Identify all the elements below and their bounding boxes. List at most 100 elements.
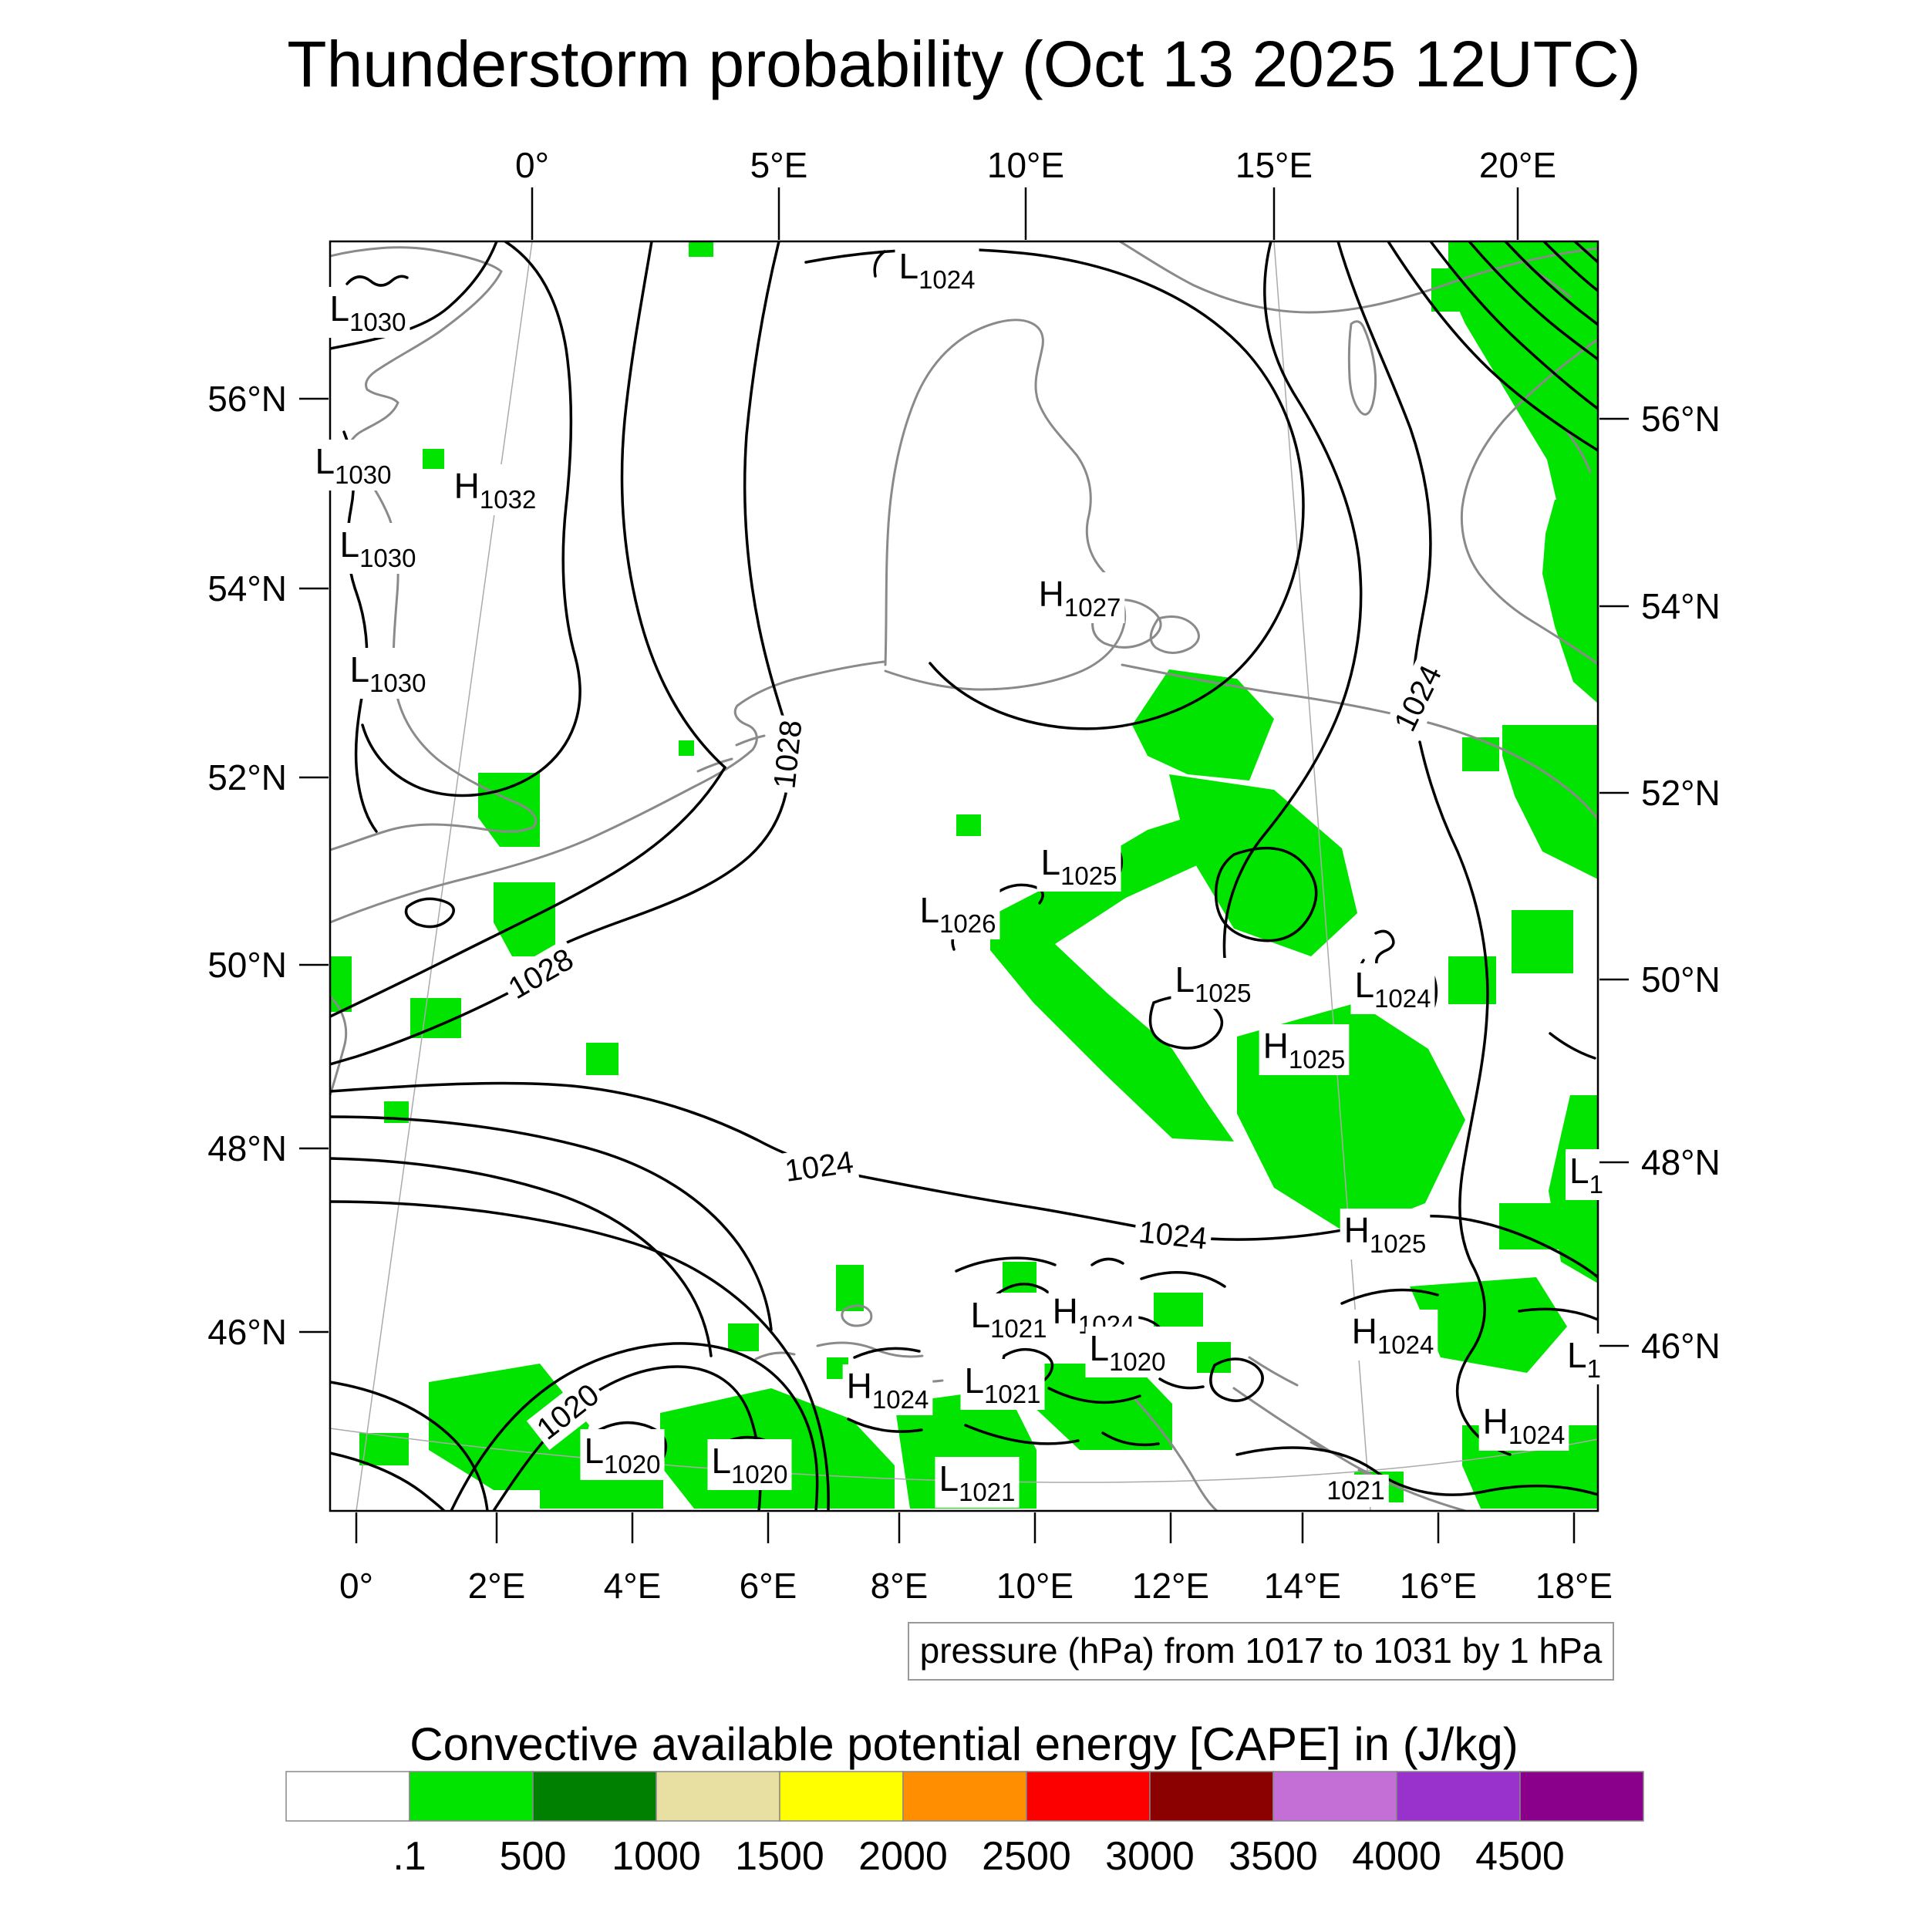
pressure-center-label: L1025: [1036, 841, 1121, 892]
svg-text:L1: L1: [1567, 1335, 1601, 1383]
svg-text:L1030: L1030: [349, 649, 426, 697]
colorbar-swatch: [1396, 1771, 1521, 1822]
colorbar-tick-label: 3500: [1229, 1834, 1318, 1879]
isobar-contour: [1340, 1288, 1439, 1305]
cape-area-patch: [1410, 1277, 1567, 1373]
axis-label-top: 10°E: [987, 145, 1064, 185]
pressure-contour-layer: [330, 241, 1598, 1511]
pressure-center-label: L1: [1563, 1334, 1605, 1384]
colorbar-tick-label: 4500: [1475, 1834, 1565, 1879]
axis-label-bottom: 18°E: [1535, 1566, 1613, 1606]
pressure-center-label: L1020: [1085, 1327, 1170, 1377]
coastline: [1091, 598, 1162, 649]
label-background: [311, 440, 396, 491]
svg-text:L1020: L1020: [584, 1431, 660, 1479]
isobar-contour: [1158, 1377, 1205, 1390]
axis-label-bottom: 10°E: [996, 1566, 1074, 1606]
isobar-contour: [361, 241, 581, 797]
label-background: [895, 244, 979, 295]
axis-label-left: 46°N: [207, 1312, 287, 1352]
axis-label-left: 48°N: [207, 1128, 287, 1168]
colorbar-swatch: [285, 1771, 410, 1822]
cape-area-patch: [1448, 956, 1496, 1004]
label-background: [1034, 572, 1125, 623]
isobar-contour: [450, 1342, 819, 1511]
cape-area-patch: [956, 814, 981, 836]
svg-text:L1020: L1020: [1089, 1328, 1165, 1376]
colorbar-swatch: [656, 1771, 780, 1822]
isobar-contour: [743, 241, 788, 731]
axis-label-right: 56°N: [1641, 399, 1721, 439]
pressure-center-label: L1030: [325, 287, 410, 338]
coastline: [1248, 1356, 1299, 1387]
pressure-center-label: L1: [1566, 1149, 1607, 1200]
svg-text:L1020: L1020: [711, 1441, 787, 1489]
colorbar-tick-label: 1500: [735, 1834, 824, 1879]
isobar-contour: [1101, 1431, 1160, 1447]
pressure-center-label: L1024: [895, 244, 979, 295]
isobar-contour: [404, 897, 455, 929]
axis-label-right: 54°N: [1641, 586, 1721, 626]
cape-area-patch: [679, 740, 694, 756]
contour-value-label: 1024: [778, 1143, 860, 1191]
pressure-center-label: H1025: [1340, 1209, 1431, 1259]
svg-text:L1021: L1021: [939, 1458, 1015, 1506]
svg-text:1021: 1021: [1326, 1476, 1385, 1505]
coastline: [884, 319, 1127, 691]
label-background: [1347, 1310, 1438, 1360]
axis-label-right: 46°N: [1641, 1326, 1721, 1366]
label-background: [1563, 1334, 1605, 1384]
svg-text:L1021: L1021: [964, 1360, 1040, 1408]
pressure-center-label: L1030: [335, 523, 420, 574]
page-title: Thunderstorm probability (Oct 13 2025 12…: [287, 28, 1640, 100]
label-background: [345, 648, 430, 699]
cape-area-patch: [1448, 241, 1598, 500]
pressure-center-label: L1020: [707, 1439, 792, 1490]
svg-text:L1025: L1025: [1175, 959, 1251, 1007]
label-background: [765, 714, 811, 794]
pressure-label-layer: L1030 L1030 L1030 H1032 L1030 L1024 H1027 L1025…: [311, 244, 1607, 1508]
pressure-center-label: L1025: [1171, 958, 1256, 1009]
svg-text:L1026: L1026: [919, 890, 996, 938]
cape-area-patch: [1030, 1364, 1172, 1450]
pressure-center-label: H1025: [1259, 1024, 1350, 1075]
pressure-center-label: H1032: [450, 464, 541, 515]
axis-label-left: 50°N: [207, 945, 287, 985]
label-background: [450, 464, 541, 515]
label-background: [707, 1439, 792, 1490]
cape-area-patch: [359, 1433, 409, 1465]
cape-area-patch: [1502, 725, 1598, 879]
svg-text:L1030: L1030: [339, 524, 416, 572]
cape-area-patch: [586, 1043, 619, 1075]
isobar-contour: [804, 248, 1305, 730]
label-background: [935, 1457, 1020, 1508]
isobar-contour: [1186, 1214, 1598, 1279]
colorbar-title: Convective available potential energy [C…: [410, 1718, 1518, 1770]
isobar-contour: [1209, 1357, 1264, 1402]
colorbar-swatch: [409, 1771, 534, 1822]
coastline: [1149, 615, 1200, 654]
svg-text:L1024: L1024: [1354, 965, 1431, 1013]
svg-text:L1025: L1025: [1040, 842, 1117, 890]
label-background: [966, 1293, 1051, 1344]
label-background: [325, 287, 410, 338]
axis-label-right: 52°N: [1641, 773, 1721, 813]
pressure-legend-text: pressure (hPa) from 1017 to 1031 by 1 hP…: [920, 1630, 1603, 1671]
colorbar-swatch: [1026, 1771, 1151, 1822]
isobar-contour: [987, 883, 1044, 905]
pressure-center-label: L1021: [960, 1359, 1045, 1410]
cape-area-patch: [1132, 669, 1274, 781]
isobar-contour: [330, 1157, 713, 1357]
cape-area-patch: [990, 814, 1234, 1141]
isobar-contour: [1549, 1032, 1596, 1060]
label-background: [1323, 1474, 1389, 1507]
isobar-contour: [330, 241, 498, 350]
colorbar-swatch: [779, 1771, 904, 1822]
isobar-contour: [964, 1424, 1080, 1445]
isobar-contour: [1418, 740, 1512, 1456]
colorbar: .1 500 1000 1500 2000 2500 3000 3500 4000 4500: [285, 1771, 1644, 1879]
isobar-contour: [873, 250, 886, 278]
colorbar-swatch: [902, 1771, 1027, 1822]
isobar-contour: [847, 1418, 923, 1433]
